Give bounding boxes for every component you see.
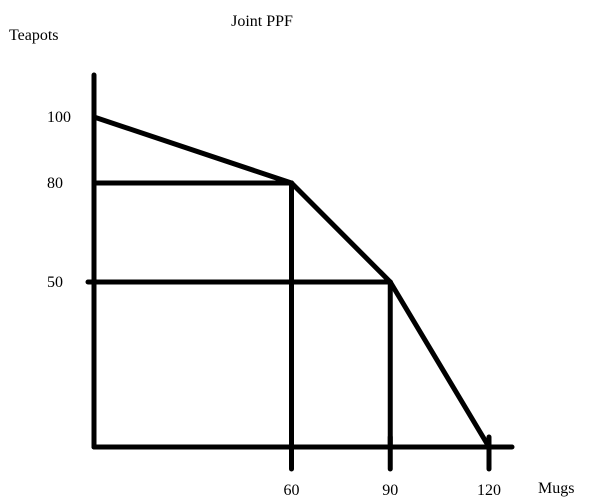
ppf-series-line-0 xyxy=(91,114,492,450)
ppf-point-60-80 xyxy=(289,180,294,186)
ppf-point-90-50 xyxy=(387,279,393,285)
x-tick-label-60: 60 xyxy=(284,482,300,499)
x-axis-label: Mugs xyxy=(538,480,574,497)
y-tick-label-80: 80 xyxy=(47,175,63,192)
y-axis-label: Teapots xyxy=(9,27,59,44)
ppf-point-0-100 xyxy=(91,114,97,120)
y-tick-label-100: 100 xyxy=(47,109,71,126)
x-tick-label-90: 90 xyxy=(382,482,398,499)
x-tick-label-120: 120 xyxy=(477,482,501,499)
y-tick-label-50: 50 xyxy=(47,274,63,291)
chart-title: Joint PPF xyxy=(231,13,293,30)
